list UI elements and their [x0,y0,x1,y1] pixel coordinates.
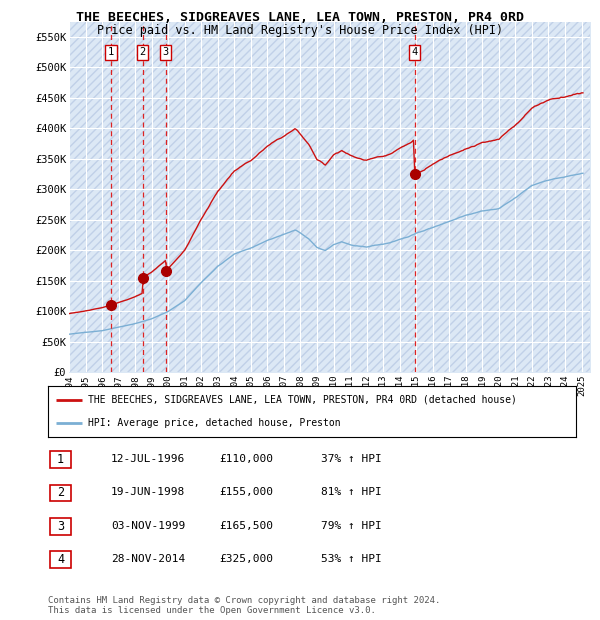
Text: 2: 2 [57,487,64,499]
FancyBboxPatch shape [50,451,71,468]
Text: 53% ↑ HPI: 53% ↑ HPI [321,554,382,564]
Text: £165,500: £165,500 [219,521,273,531]
Text: 4: 4 [412,47,418,57]
Text: HPI: Average price, detached house, Preston: HPI: Average price, detached house, Pres… [88,418,340,428]
Text: 3: 3 [57,520,64,533]
Text: 28-NOV-2014: 28-NOV-2014 [111,554,185,564]
Text: 81% ↑ HPI: 81% ↑ HPI [321,487,382,497]
FancyBboxPatch shape [50,552,71,568]
Text: 3: 3 [163,47,169,57]
Text: 19-JUN-1998: 19-JUN-1998 [111,487,185,497]
Text: £155,000: £155,000 [219,487,273,497]
Text: 1: 1 [108,47,114,57]
Text: £110,000: £110,000 [219,454,273,464]
Text: 37% ↑ HPI: 37% ↑ HPI [321,454,382,464]
FancyBboxPatch shape [50,485,71,501]
FancyBboxPatch shape [50,518,71,534]
Text: 12-JUL-1996: 12-JUL-1996 [111,454,185,464]
Text: 79% ↑ HPI: 79% ↑ HPI [321,521,382,531]
Text: THE BEECHES, SIDGREAVES LANE, LEA TOWN, PRESTON, PR4 0RD: THE BEECHES, SIDGREAVES LANE, LEA TOWN, … [76,11,524,24]
Text: THE BEECHES, SIDGREAVES LANE, LEA TOWN, PRESTON, PR4 0RD (detached house): THE BEECHES, SIDGREAVES LANE, LEA TOWN, … [88,394,517,404]
Text: 4: 4 [57,554,64,566]
Text: 1: 1 [57,453,64,466]
Text: 2: 2 [140,47,146,57]
Text: 03-NOV-1999: 03-NOV-1999 [111,521,185,531]
Text: Price paid vs. HM Land Registry's House Price Index (HPI): Price paid vs. HM Land Registry's House … [97,24,503,37]
Text: £325,000: £325,000 [219,554,273,564]
Text: Contains HM Land Registry data © Crown copyright and database right 2024.
This d: Contains HM Land Registry data © Crown c… [48,596,440,615]
